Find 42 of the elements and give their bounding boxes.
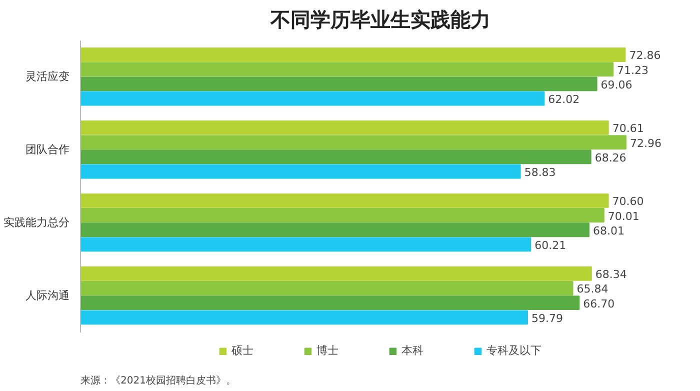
bar xyxy=(80,237,532,252)
y-tick-label: 实践能力总分 xyxy=(4,216,70,230)
data-label: 66.70 xyxy=(583,297,615,310)
y-tick-label: 团队合作 xyxy=(26,143,70,156)
data-label: 60.21 xyxy=(534,238,566,252)
bar xyxy=(80,296,580,310)
bar xyxy=(80,91,545,106)
data-label: 71.23 xyxy=(617,64,649,77)
bar xyxy=(80,193,609,208)
data-label: 68.34 xyxy=(595,268,627,282)
legend-label: 专科及以下 xyxy=(486,343,542,358)
bar xyxy=(80,266,592,281)
chart-title: 不同学历毕业生实践能力 xyxy=(270,8,490,32)
data-label: 72.86 xyxy=(629,49,661,62)
bar xyxy=(80,62,614,77)
data-label: 65.84 xyxy=(576,282,608,296)
bar xyxy=(80,135,626,150)
data-label: 69.06 xyxy=(600,78,632,92)
data-label: 62.02 xyxy=(548,93,580,106)
y-tick-label: 人际沟通 xyxy=(26,289,70,302)
bar xyxy=(80,150,592,164)
data-label: 68.01 xyxy=(592,224,624,238)
bar xyxy=(80,281,574,296)
data-label: 70.01 xyxy=(608,210,640,223)
bar xyxy=(80,48,626,62)
bar xyxy=(80,76,598,92)
y-tick-label: 灵活应变 xyxy=(26,70,70,84)
legend-label: 硕士 xyxy=(232,343,254,358)
data-label: 72.96 xyxy=(630,136,662,150)
data-label: 58.83 xyxy=(524,166,556,179)
legend-label: 本科 xyxy=(402,343,424,358)
legend-label: 博士 xyxy=(316,343,338,358)
bar xyxy=(80,222,590,238)
data-label: 68.26 xyxy=(594,151,626,164)
bar xyxy=(80,208,604,222)
data-label: 70.60 xyxy=(612,195,644,208)
bar xyxy=(80,164,521,179)
data-label: 59.79 xyxy=(531,312,563,325)
data-label: 70.61 xyxy=(612,122,644,136)
bar xyxy=(80,310,528,325)
bar xyxy=(80,120,609,135)
source-note: 来源：《2021校园招聘白皮书》。 xyxy=(80,374,236,386)
